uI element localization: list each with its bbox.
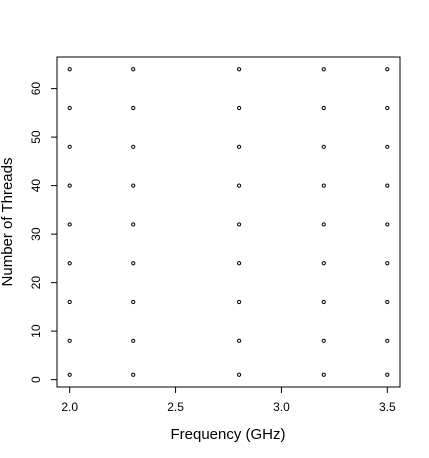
point <box>131 372 136 377</box>
point <box>321 372 326 377</box>
y-tick-label: 30 <box>29 227 43 241</box>
point <box>321 338 326 343</box>
point <box>131 338 136 343</box>
point <box>321 144 326 149</box>
point <box>321 183 326 188</box>
point <box>321 222 326 227</box>
y-tick-label: 10 <box>29 324 43 338</box>
point <box>131 299 136 305</box>
point <box>236 67 242 72</box>
point <box>67 222 72 227</box>
y-axis-title: Number of Threads <box>0 158 16 287</box>
point <box>385 105 390 111</box>
point <box>67 144 72 149</box>
point <box>385 299 390 305</box>
point <box>67 372 72 377</box>
point <box>67 67 72 72</box>
x-tick-label: 3.0 <box>273 400 290 414</box>
point <box>131 105 136 111</box>
y-tick-label: 60 <box>29 82 43 96</box>
point <box>321 67 326 72</box>
point <box>67 261 72 266</box>
point <box>321 299 326 305</box>
point <box>67 299 72 305</box>
point <box>236 183 242 188</box>
point <box>385 222 390 227</box>
point <box>236 372 242 377</box>
point <box>385 338 390 343</box>
point <box>131 222 136 227</box>
point <box>131 183 136 188</box>
y-tick-label: 50 <box>29 130 43 144</box>
point <box>236 338 242 343</box>
x-tick-label: 3.5 <box>379 400 396 414</box>
point <box>131 144 136 149</box>
point <box>67 105 72 111</box>
point <box>385 183 390 188</box>
point <box>236 222 242 227</box>
x-tick-label: 2.5 <box>167 400 184 414</box>
plot-box <box>56 56 401 388</box>
point <box>236 105 242 111</box>
point <box>131 67 136 72</box>
point <box>236 261 242 266</box>
x-axis-title: Frequency (GHz) <box>170 426 285 443</box>
point <box>385 372 390 377</box>
point <box>67 338 72 343</box>
point <box>236 144 242 149</box>
y-tick-label: 20 <box>29 276 43 290</box>
point <box>321 261 326 266</box>
point <box>67 183 72 188</box>
point <box>385 67 390 72</box>
point <box>131 261 136 266</box>
point <box>236 299 242 305</box>
y-tick-label: 40 <box>29 179 43 193</box>
point <box>385 144 390 149</box>
y-tick-label: 0 <box>29 376 43 383</box>
point <box>385 261 390 266</box>
point <box>321 105 326 111</box>
x-tick-label: 2.0 <box>61 400 78 414</box>
